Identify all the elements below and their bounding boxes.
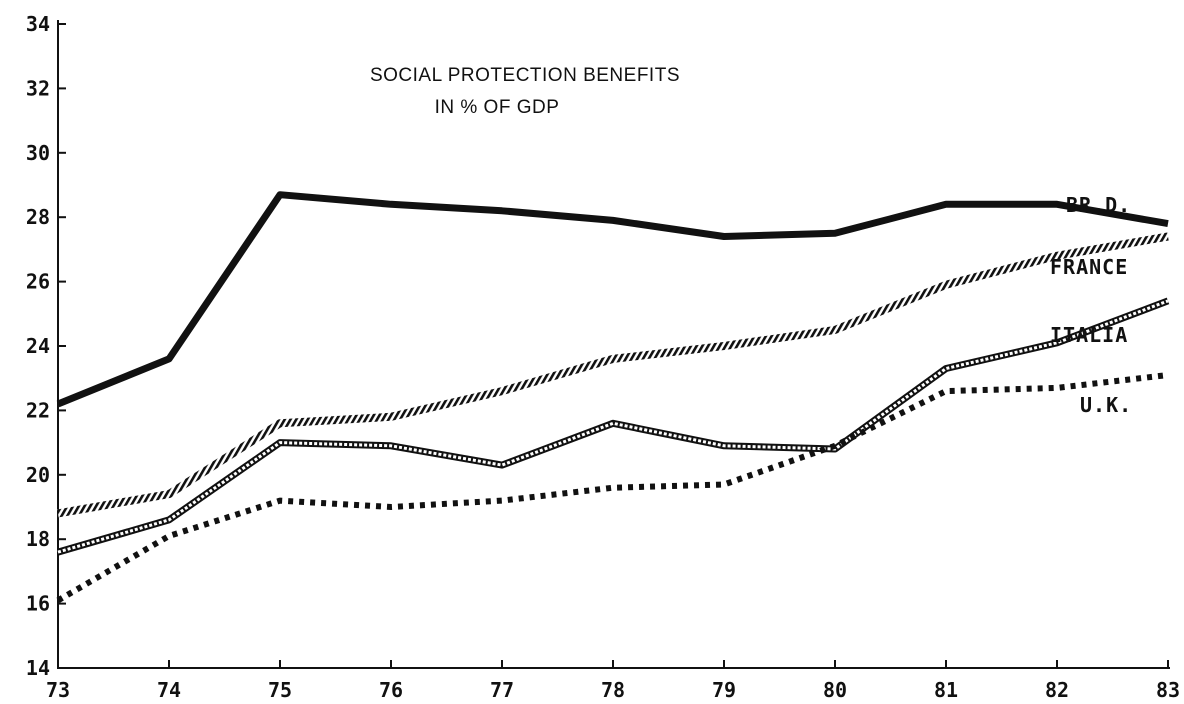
series-label-france: FRANCE [1050, 255, 1128, 279]
y-tick-label: 14 [26, 656, 50, 680]
axes: 14 16 18 20 22 24 26 28 30 32 34 73 74 75 76 77 78 79 80 81… [26, 12, 1180, 702]
data-point [724, 484, 725, 485]
data-point [1168, 374, 1169, 375]
line-path-outer [57, 297, 1170, 556]
line-path [57, 232, 1169, 518]
x-tick-label: 80 [823, 678, 847, 702]
x-tick-label: 76 [379, 678, 403, 702]
chart-title-line-1: SOCIAL PROTECTION BENEFITS [370, 65, 680, 86]
chart-title-line-2: IN % OF GDP [435, 97, 560, 118]
y-tick-label: 28 [26, 205, 50, 229]
series-label-brd: BR.D. [1066, 193, 1131, 217]
series-uk-line [56, 372, 1169, 603]
x-tick-label: 83 [1156, 678, 1180, 702]
series-france-line [57, 232, 1169, 518]
y-tick-label: 30 [26, 141, 50, 165]
series-labels: BR.D. FRANCE ITALIA U.K. [1050, 193, 1132, 417]
x-tick-label: 82 [1045, 678, 1069, 702]
line-path [56, 372, 1169, 603]
x-tick-label: 73 [46, 678, 70, 702]
x-tick-label: 74 [157, 678, 181, 702]
y-tick-label: 34 [26, 12, 50, 36]
series-layer [56, 191, 1170, 603]
y-tick-label: 32 [26, 76, 50, 100]
data-point [613, 487, 614, 488]
x-tick-label: 79 [712, 678, 736, 702]
x-tick-label: 81 [934, 678, 958, 702]
x-tick-label: 78 [601, 678, 625, 702]
x-tick-label: 75 [268, 678, 292, 702]
line-path-inner [57, 299, 1169, 554]
y-tick-label: 22 [26, 398, 50, 422]
series-brd-line [56, 191, 1169, 408]
y-tick-label: 26 [26, 270, 50, 294]
data-point [1057, 387, 1058, 388]
series-italia-line [57, 297, 1170, 556]
y-tick-label: 18 [26, 527, 50, 551]
y-tick-label: 20 [26, 463, 50, 487]
series-label-italia: ITALIA [1050, 323, 1128, 347]
y-tick-label: 24 [26, 334, 50, 358]
y-tick-label: 16 [26, 592, 50, 616]
data-point [169, 535, 170, 536]
data-point [946, 391, 947, 392]
series-label-uk: U.K. [1080, 393, 1132, 417]
x-tick-label: 77 [490, 678, 514, 702]
line-path [56, 191, 1169, 408]
